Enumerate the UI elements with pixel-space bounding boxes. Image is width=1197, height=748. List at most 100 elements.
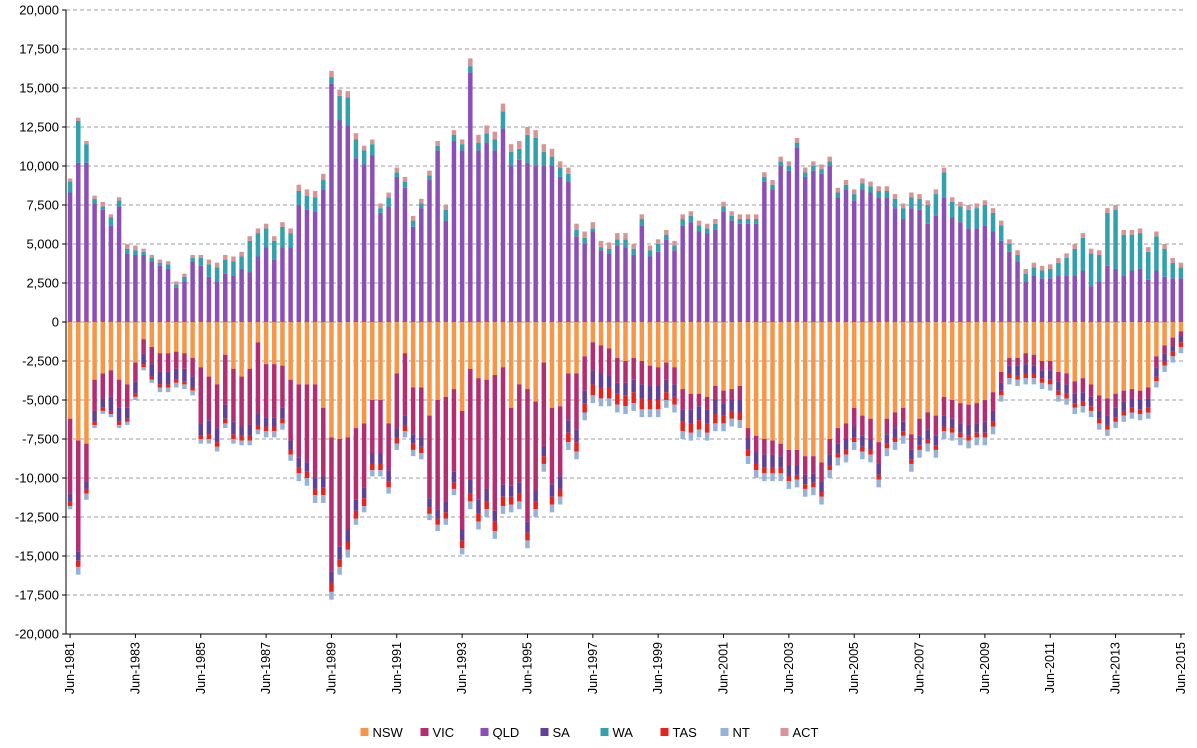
bar-segment-nt [378, 470, 383, 477]
bar-segment-act [868, 181, 873, 187]
bar-segment-vic [729, 389, 734, 400]
bar-segment-tas [827, 465, 832, 471]
bar-segment-vic [819, 462, 824, 482]
bar-segment-tas [729, 410, 734, 419]
bar-segment-wa [410, 220, 416, 227]
bar-segment-tas [459, 540, 465, 549]
bar-segment-nt [1031, 378, 1037, 385]
bar-segment-nt [941, 431, 947, 439]
bar-segment-nt [435, 524, 440, 532]
bar-segment-nsw [590, 322, 596, 343]
bar-segment-act [157, 259, 163, 263]
bar-segment-tas [116, 421, 122, 425]
bar-segment-vic [688, 393, 694, 410]
bar-segment-vic [214, 384, 220, 429]
bar-segment-tas [149, 376, 155, 380]
bar-segment-tas [361, 498, 367, 507]
bar-segment-act [1170, 258, 1175, 263]
bar-segment-wa [770, 184, 775, 190]
x-tick-label: Jun-1985 [194, 642, 208, 694]
bar-segment-tas [892, 437, 898, 443]
bar-segment-sa [1146, 398, 1151, 408]
bar-segment-sa [149, 364, 155, 377]
axes [62, 9, 1185, 638]
bar-segment-nsw [557, 322, 563, 407]
bar-segment-nsw [729, 322, 734, 390]
bar-segment-vic [378, 400, 383, 454]
bar-segment-qld [786, 170, 792, 322]
bar-segment-act [206, 259, 212, 265]
bar-segment-nsw [304, 322, 310, 385]
bar-segment-sa [312, 478, 318, 489]
bar-segment-qld [427, 180, 432, 322]
bar-segment-sa [1105, 415, 1110, 425]
bar-segment-nsw [623, 322, 628, 361]
bar-segment-qld [386, 206, 391, 322]
bar-segment-sa [280, 407, 285, 419]
bar-segment-wa [394, 172, 400, 177]
bar-segment-tas [574, 442, 579, 452]
bar-segment-nt [345, 549, 351, 558]
bar-segment-qld [206, 276, 212, 322]
y-tick-label: 5,000 [26, 237, 59, 252]
bar-segment-wa [492, 139, 498, 151]
bar-segment-sa [1007, 365, 1012, 374]
bar-segment-nt [639, 409, 645, 418]
bar-segment-qld [1064, 275, 1069, 322]
bar-segment-wa [606, 248, 612, 254]
bar-segment-tas [198, 435, 204, 439]
bar-segment-act [76, 117, 81, 121]
bar-segment-vic [141, 339, 146, 354]
bar-segment-tas [606, 387, 612, 399]
bar-segment-qld [353, 158, 359, 322]
bar-segment-wa [272, 240, 277, 260]
bar-segment-wa [827, 161, 832, 166]
bar-segment-wa [566, 173, 571, 182]
bar-segment-wa [557, 167, 563, 177]
bar-segment-tas [566, 432, 571, 443]
bar-segment-nt [370, 470, 375, 477]
bar-segment-nsw [639, 322, 645, 361]
bar-segment-vic [100, 373, 105, 399]
bar-segment-nsw [647, 322, 653, 366]
bar-segment-nt [468, 501, 473, 510]
bar-segment-act [851, 189, 857, 195]
bar-segment-sa [443, 501, 449, 513]
bar-segment-wa [108, 217, 114, 226]
bar-segment-wa [141, 251, 146, 255]
bar-segment-qld [1178, 278, 1184, 322]
bar-segment-vic [255, 342, 261, 415]
bar-segment-vic [84, 443, 89, 482]
bar-segment-act [231, 256, 236, 262]
bar-segment-tas [1170, 351, 1175, 357]
bar-segment-tas [794, 474, 800, 480]
bar-segment-vic [1170, 337, 1175, 346]
bar-segment-wa [794, 142, 800, 148]
bar-segment-wa [182, 276, 187, 282]
bar-segment-vic [1072, 381, 1077, 394]
bar-segment-act [247, 236, 253, 241]
bar-segment-vic [231, 368, 236, 422]
bar-segment-act [410, 215, 416, 221]
bar-segment-vic [696, 393, 702, 407]
bar-segment-wa [165, 264, 171, 269]
y-tick-label: -7,500 [22, 432, 59, 447]
bar-segment-vic [427, 415, 432, 499]
bar-segment-wa [811, 166, 816, 171]
bar-segment-sa [1170, 345, 1175, 352]
bar-segment-act [517, 141, 522, 149]
bar-segment-vic [794, 449, 800, 466]
bar-segment-nsw [378, 322, 383, 400]
bar-segment-tas [443, 512, 449, 519]
bar-segment-sa [762, 454, 767, 468]
bar-segment-vic [549, 407, 555, 485]
bar-segment-vic [337, 439, 342, 547]
legend: NSW VIC QLD SA WA TAS NT ACT [360, 725, 819, 740]
bar-segment-qld [819, 173, 824, 322]
bar-segment-tas [84, 488, 89, 494]
bar-segment-nsw [1080, 322, 1086, 379]
bar-segment-sa [721, 403, 726, 416]
bar-segment-qld [998, 240, 1004, 322]
bar-segment-qld [419, 208, 424, 322]
bar-segment-nt [476, 521, 481, 530]
